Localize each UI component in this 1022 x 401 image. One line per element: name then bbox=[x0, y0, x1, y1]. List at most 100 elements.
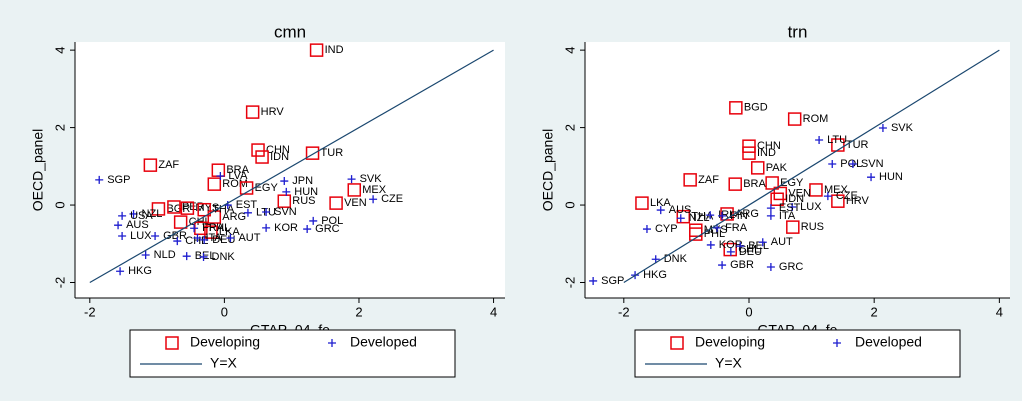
y-tick-label: -2 bbox=[562, 277, 577, 289]
point-label: IDN bbox=[270, 151, 289, 163]
marker bbox=[726, 247, 735, 256]
point-label: BRA bbox=[743, 178, 766, 190]
marker bbox=[831, 194, 845, 208]
point-label: LKA bbox=[219, 226, 240, 238]
y-tick-label: 0 bbox=[52, 201, 67, 208]
marker bbox=[369, 195, 378, 204]
point-label: DEU bbox=[739, 246, 762, 258]
marker bbox=[118, 211, 127, 220]
marker bbox=[766, 263, 775, 272]
marker bbox=[878, 123, 887, 132]
point-label: FRA bbox=[725, 222, 748, 234]
marker bbox=[706, 211, 715, 220]
marker bbox=[280, 177, 289, 186]
marker bbox=[867, 173, 876, 182]
x-tick-label: 2 bbox=[355, 304, 362, 319]
point-label: ZAF bbox=[698, 174, 719, 186]
marker bbox=[786, 220, 800, 234]
x-tick-label: -2 bbox=[84, 304, 96, 319]
marker bbox=[95, 175, 104, 184]
marker bbox=[736, 242, 745, 251]
marker bbox=[226, 233, 235, 242]
marker bbox=[828, 159, 837, 168]
point-label: SVK bbox=[360, 173, 383, 185]
point-label: NLD bbox=[154, 249, 176, 261]
point-label: AUS bbox=[669, 204, 692, 216]
point-label: NZL bbox=[689, 212, 710, 224]
point-label: PAK bbox=[766, 162, 788, 174]
point-label: ROM bbox=[803, 113, 829, 125]
point-label: GBR bbox=[163, 230, 187, 242]
marker bbox=[151, 202, 166, 216]
marker bbox=[262, 223, 271, 232]
x-tick-label: 0 bbox=[745, 304, 752, 319]
marker bbox=[656, 206, 665, 215]
y-tick-label: 2 bbox=[52, 124, 67, 131]
point-label: NZL bbox=[142, 208, 163, 220]
y-tick-label: -2 bbox=[52, 277, 67, 289]
point-label: HRV bbox=[261, 106, 285, 118]
point-label: CHN bbox=[757, 140, 781, 152]
marker bbox=[766, 204, 775, 213]
marker bbox=[309, 216, 318, 225]
point-label: LUX bbox=[800, 201, 822, 213]
marker bbox=[848, 159, 857, 168]
marker bbox=[303, 225, 312, 234]
point-label: FRA bbox=[202, 222, 225, 234]
marker bbox=[173, 237, 182, 246]
point-label: PHL bbox=[704, 228, 725, 240]
marker bbox=[651, 255, 660, 264]
point-label: LKA bbox=[650, 197, 671, 209]
point-label: ARG bbox=[222, 211, 246, 223]
marker bbox=[823, 192, 832, 201]
point-label: BGR bbox=[166, 203, 190, 215]
point-label: PHL bbox=[209, 222, 230, 234]
point-label: HKG bbox=[128, 265, 152, 277]
point-label: HKG bbox=[643, 269, 667, 281]
marker bbox=[758, 238, 767, 247]
point-label: HUN bbox=[879, 171, 903, 183]
y-axis-label: OECD_panel bbox=[540, 129, 556, 212]
point-label: HUN bbox=[294, 186, 318, 198]
point-label: SGP bbox=[601, 275, 624, 287]
x-tick-label: -2 bbox=[618, 304, 630, 319]
point-label: CYP bbox=[655, 223, 678, 235]
y-axis-label: OECD_panel bbox=[30, 129, 46, 212]
point-label: BEL bbox=[748, 240, 769, 252]
marker bbox=[197, 202, 211, 217]
point-label: RUS bbox=[292, 195, 315, 207]
marker bbox=[815, 135, 824, 144]
marker bbox=[751, 161, 765, 175]
marker bbox=[118, 232, 127, 241]
point-label: SGP bbox=[107, 174, 130, 186]
marker bbox=[190, 224, 199, 233]
point-label: VEN bbox=[344, 197, 367, 209]
point-label: GRC bbox=[315, 223, 340, 235]
x-tick-label: 2 bbox=[871, 304, 878, 319]
legend-marker bbox=[328, 339, 336, 347]
point-label: DNK bbox=[212, 251, 236, 263]
marker bbox=[765, 176, 779, 190]
legend-label: Developing bbox=[695, 334, 765, 350]
y-tick-label: 4 bbox=[52, 47, 67, 54]
marker bbox=[251, 143, 265, 157]
legend bbox=[129, 329, 456, 378]
marker bbox=[114, 221, 123, 230]
legend-label: Developed bbox=[855, 334, 922, 350]
point-label: KOR bbox=[719, 239, 743, 251]
point-label: LTU bbox=[827, 134, 847, 146]
point-label: VEN bbox=[788, 187, 811, 199]
point-label: USA bbox=[130, 210, 153, 222]
point-label: KOR bbox=[274, 222, 298, 234]
marker bbox=[141, 251, 150, 260]
point-label: JPN bbox=[292, 175, 313, 187]
point-label: DNK bbox=[664, 253, 688, 265]
chart-title: cmn bbox=[274, 22, 306, 41]
point-label: FIN bbox=[730, 210, 748, 222]
marker bbox=[182, 252, 191, 261]
point-label: CZE bbox=[836, 190, 858, 202]
point-label: ARG bbox=[735, 208, 759, 220]
marker bbox=[347, 175, 356, 184]
marker bbox=[309, 43, 324, 57]
